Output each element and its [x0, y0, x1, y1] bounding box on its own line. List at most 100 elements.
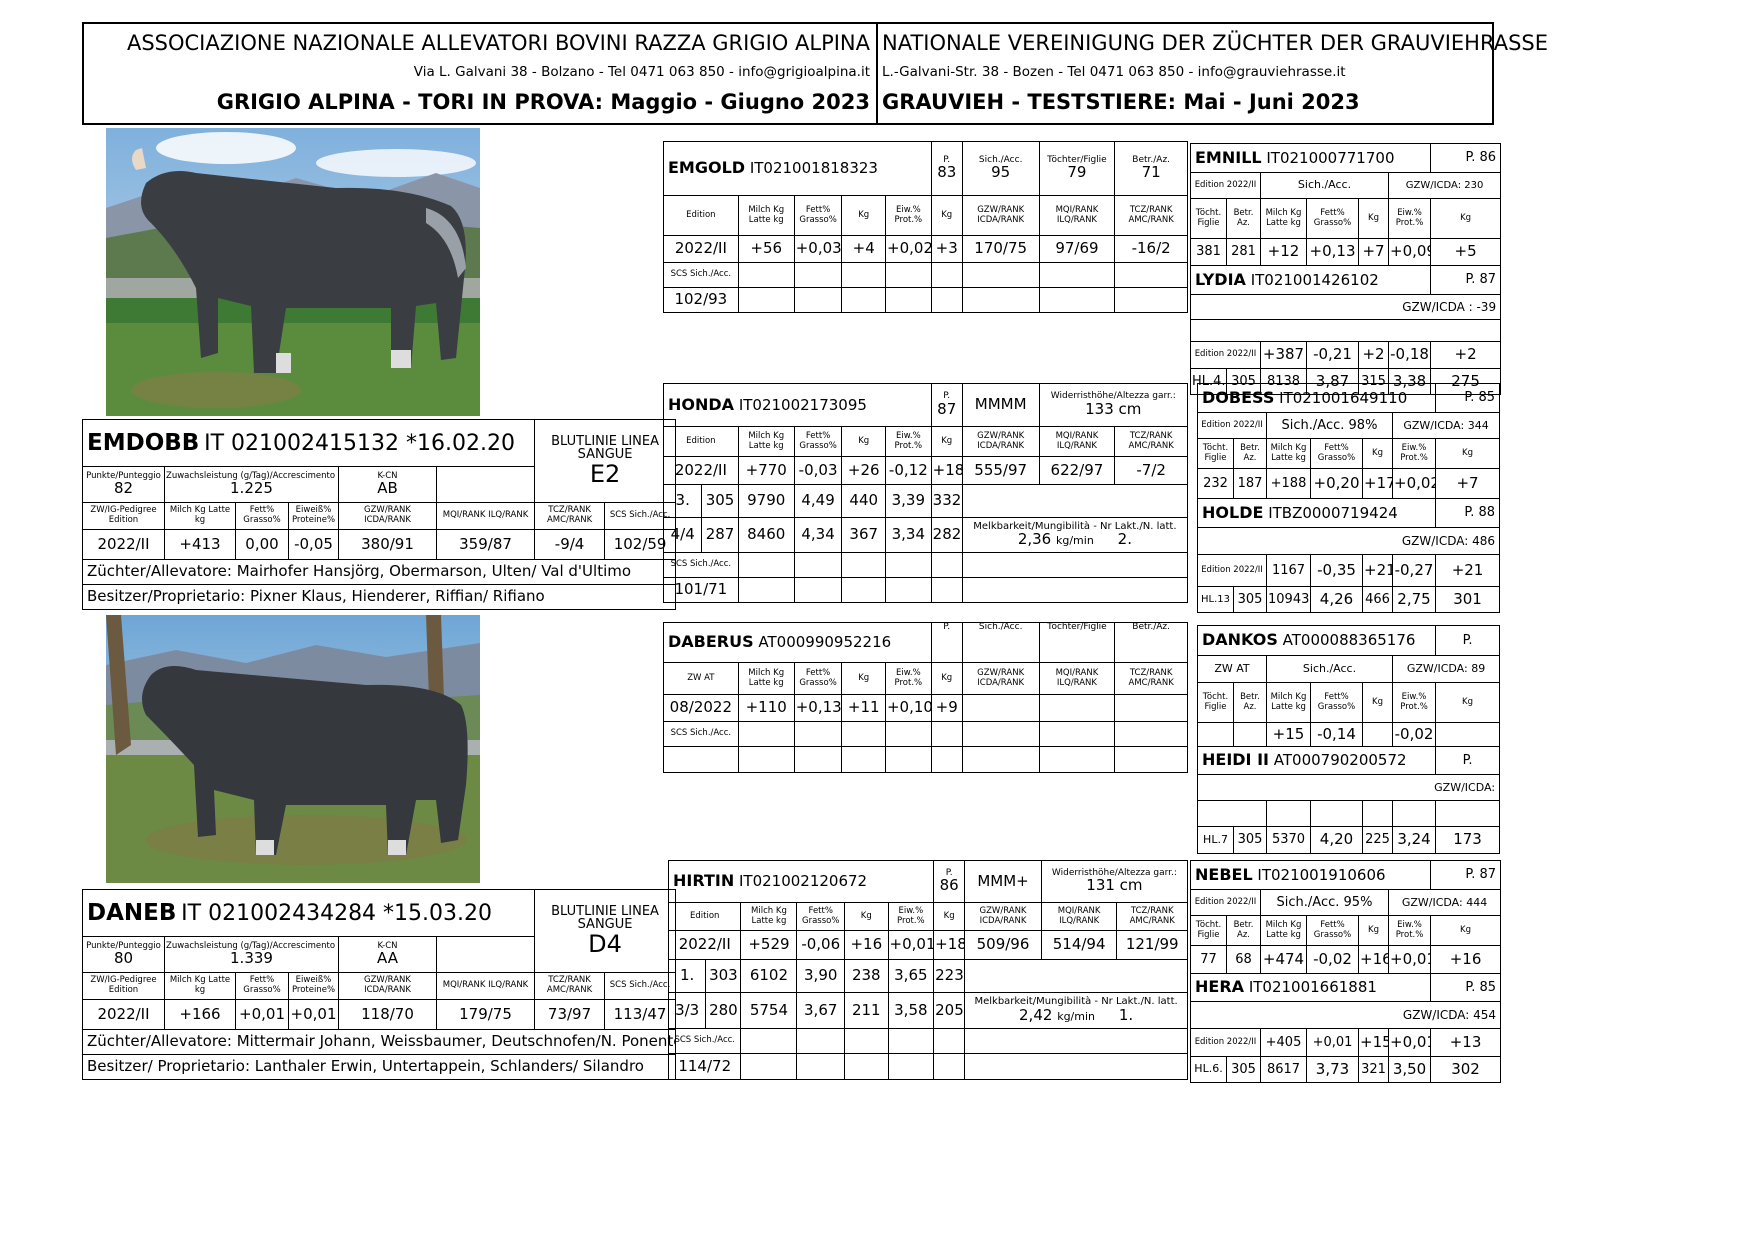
- cell: +5: [1430, 238, 1502, 266]
- tcz-label: TCZ/RANK AMC/RANK: [1114, 662, 1188, 695]
- punkte-value: 82: [113, 479, 134, 498]
- cell: 4,49: [793, 484, 843, 518]
- daneb-kcn: K-CN AA: [338, 936, 437, 973]
- bull-photo-emdobb: [106, 128, 480, 416]
- emdobb-breeder: Züchter/Allevatore: Mairhofer Hansjörg, …: [81, 559, 677, 585]
- association-name-de: NATIONALE VEREINIGUNG DER ZÜCHTER DER GR…: [882, 31, 1548, 55]
- emdobb-id: IT 021002415132 *16.02.20: [204, 430, 515, 456]
- height-value: 133 cm: [1085, 399, 1142, 418]
- kg-label: Kg: [1435, 438, 1501, 469]
- holde-id: ITBZ0000719424: [1268, 503, 1398, 522]
- cell: 8460: [737, 517, 795, 553]
- cell: +2: [1430, 341, 1502, 369]
- association-name-it: ASSOCIAZIONE NAZIONALE ALLEVATORI BOVINI…: [126, 31, 870, 55]
- hirtin-table: HIRTIN IT021002120672 P. 86 MMM+ Widerris…: [667, 860, 1189, 1080]
- cell: +7: [1358, 238, 1389, 266]
- cell: +13: [1430, 1028, 1502, 1057]
- cell: 77: [1190, 945, 1227, 974]
- cell: 73/97: [534, 999, 606, 1030]
- daneb-name-cell: DANEB IT 021002434284 *15.03.20: [81, 889, 536, 937]
- emnill-edition: Edition 2022/II: [1190, 172, 1261, 199]
- eiw-label: Eiw.% Prot.%: [1391, 682, 1437, 723]
- cell: 0,00: [235, 529, 289, 560]
- table-row: Edition 2022/II+405+0,01+15+0,01+13: [1190, 1028, 1502, 1057]
- milch-label: Milch Kg Latte kg: [164, 502, 236, 530]
- cell: 466: [1362, 586, 1393, 613]
- mqi-label: MQI/RANK ILQ/RANK: [435, 502, 536, 530]
- milch-label: Milch Kg Latte kg: [737, 662, 795, 695]
- cell: -16/2: [1114, 235, 1188, 263]
- betr-label: Betr. Az.: [1226, 915, 1261, 946]
- cell: +11: [841, 694, 886, 722]
- nebel-name-cell: NEBEL IT021001910606: [1189, 860, 1432, 890]
- fett-label: Fett% Grasso%: [235, 972, 289, 1000]
- toecht-label: Töcht. Figlie: [1197, 438, 1234, 469]
- cell: -7/2: [1114, 456, 1188, 485]
- cell: [1435, 722, 1501, 747]
- cell: 2022/II: [667, 930, 742, 960]
- emgold-scs: 102/93: [663, 287, 739, 313]
- cell: +474: [1260, 945, 1307, 974]
- cell: 187: [1233, 468, 1267, 499]
- table-row: 4/4 287 8460 4,34 367 3,34 282 Melkbarkeit/Mun…: [662, 517, 1189, 553]
- cell: 1167: [1266, 554, 1311, 587]
- emgold-toechter: Töchter/Figlie 79: [1038, 141, 1116, 196]
- mqi-label: MQI/RANK ILQ/RANK: [1038, 426, 1116, 457]
- cell: +0,20: [1310, 468, 1363, 499]
- cell: 4/4: [662, 517, 703, 553]
- cell: 4,26: [1310, 586, 1363, 613]
- dankos-p: P.: [1435, 625, 1501, 656]
- cell: +0,01: [887, 930, 935, 960]
- cell: +0,02: [1391, 468, 1437, 499]
- tcz-label: TCZ/RANK AMC/RANK: [534, 972, 606, 1000]
- cell: +0,10: [884, 694, 932, 722]
- betr-value: 71: [1141, 163, 1161, 182]
- title-de: GRAUVIEH - TESTSTIERE: Mai - Juni 2023: [882, 90, 1360, 114]
- kg-label: Kg: [933, 902, 966, 931]
- eiw-label: Eiw.% Prot.%: [884, 662, 932, 695]
- cell: +387: [1260, 341, 1307, 369]
- fett-label: Fett% Grasso%: [235, 502, 289, 530]
- cell: +0,01: [235, 999, 289, 1030]
- nebel-edition: Edition 2022/II: [1190, 889, 1261, 916]
- cell: +12: [1260, 238, 1307, 266]
- lakt-value: 2.: [1117, 530, 1132, 549]
- cell: Edition 2022/II: [1197, 554, 1267, 587]
- p-value: 87: [937, 399, 957, 418]
- emgold-betr: Betr./Az. 71: [1114, 141, 1188, 196]
- hirtin-p: P. 86: [933, 860, 966, 903]
- eiw-label: Eiw.% Prot.%: [885, 426, 932, 457]
- widerrist-label: Widerristhöhe/Altezza garr.:: [1051, 867, 1177, 878]
- fett-label: Fett% Grasso%: [1310, 682, 1363, 723]
- cell: +15: [1266, 722, 1311, 747]
- cell: +529: [740, 930, 798, 960]
- eiweiss-label: Eiweiß% Proteine%: [288, 972, 339, 1000]
- cell: 4,34: [793, 517, 843, 553]
- cell: 9790: [737, 484, 795, 518]
- dobess-p: P. 85: [1435, 383, 1501, 413]
- honda-table: HONDA IT021002173095 P. 87 MMMM Widerrist…: [662, 383, 1189, 603]
- heidi-p: P.: [1435, 746, 1501, 775]
- address-de: L.-Galvani-Str. 38 - Bozen - Tel 0471 06…: [882, 64, 1346, 80]
- czw-label: GZW/RANK ICDA/RANK: [338, 502, 437, 530]
- bloodline-value: D4: [588, 930, 622, 959]
- cell: [1197, 722, 1234, 747]
- cell: 113/47: [604, 999, 677, 1030]
- table-row: Edition 2022/II 1167 -0,35 +21 -0,27 +21: [1197, 554, 1501, 587]
- honda-height: Widerristhöhe/Altezza garr.: 133 cm: [1038, 383, 1189, 427]
- eiweiss-label: Eiweiß% Proteine%: [288, 502, 339, 530]
- cell: 08/2022: [663, 694, 739, 722]
- cell: +21: [1435, 554, 1501, 587]
- lakt-value: 1.: [1118, 1005, 1134, 1024]
- edition-label: Edition: [667, 902, 742, 931]
- table-row: 3. 305 9790 4,49 440 3,39 332: [662, 484, 1189, 518]
- table-row: HL.6. 305 8617 3,73 321 3,50 302: [1190, 1056, 1502, 1083]
- cell: 287: [701, 517, 739, 553]
- emnill-gzw: GZW/ICDA: 230: [1387, 172, 1502, 199]
- table-row: 3/3 280 5754 3,67 211 3,58 205 Melkbarkeit/Mun…: [667, 992, 1188, 1029]
- cell: +56: [737, 235, 795, 263]
- sich-value: 95: [991, 163, 1011, 182]
- cell: -0,27: [1391, 554, 1437, 587]
- honda-melk: Melkbarkeit/Mungibilità - Nr Lakt./N. la…: [961, 517, 1189, 553]
- cell: 238: [844, 959, 889, 993]
